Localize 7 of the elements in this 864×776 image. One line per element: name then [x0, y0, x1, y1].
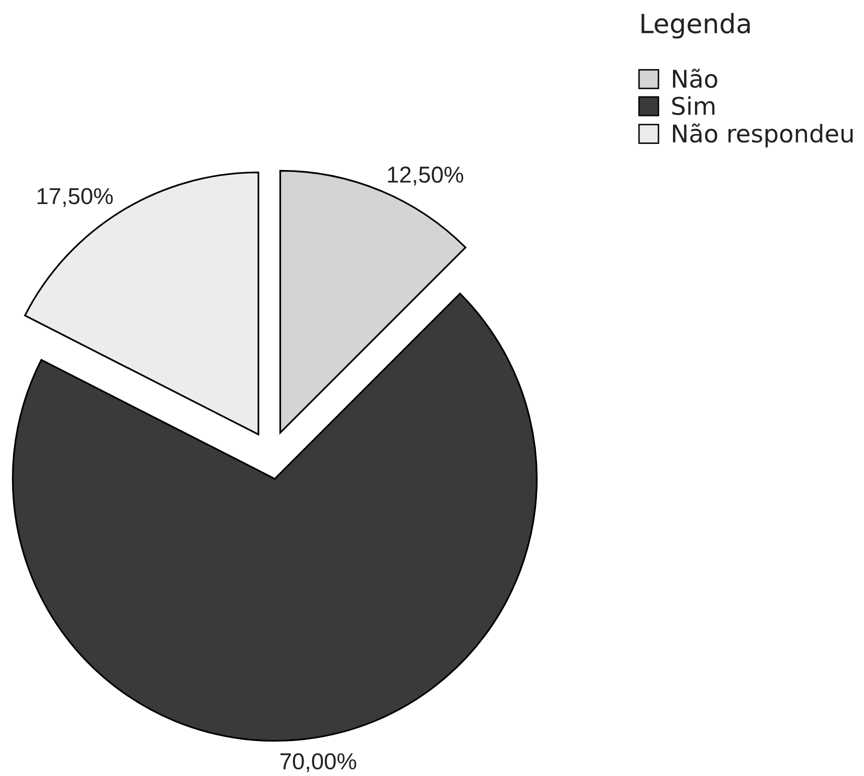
- data-label: 17,50%: [38, 188, 113, 207]
- data-label: 70,00%: [280, 753, 356, 772]
- legend-label: Sim: [672, 96, 714, 116]
- legend-label: Não respondeu: [672, 123, 853, 148]
- legend-title: Legenda: [642, 13, 750, 39]
- legend-label: Não: [672, 68, 718, 88]
- data-label: 12,50%: [388, 166, 464, 186]
